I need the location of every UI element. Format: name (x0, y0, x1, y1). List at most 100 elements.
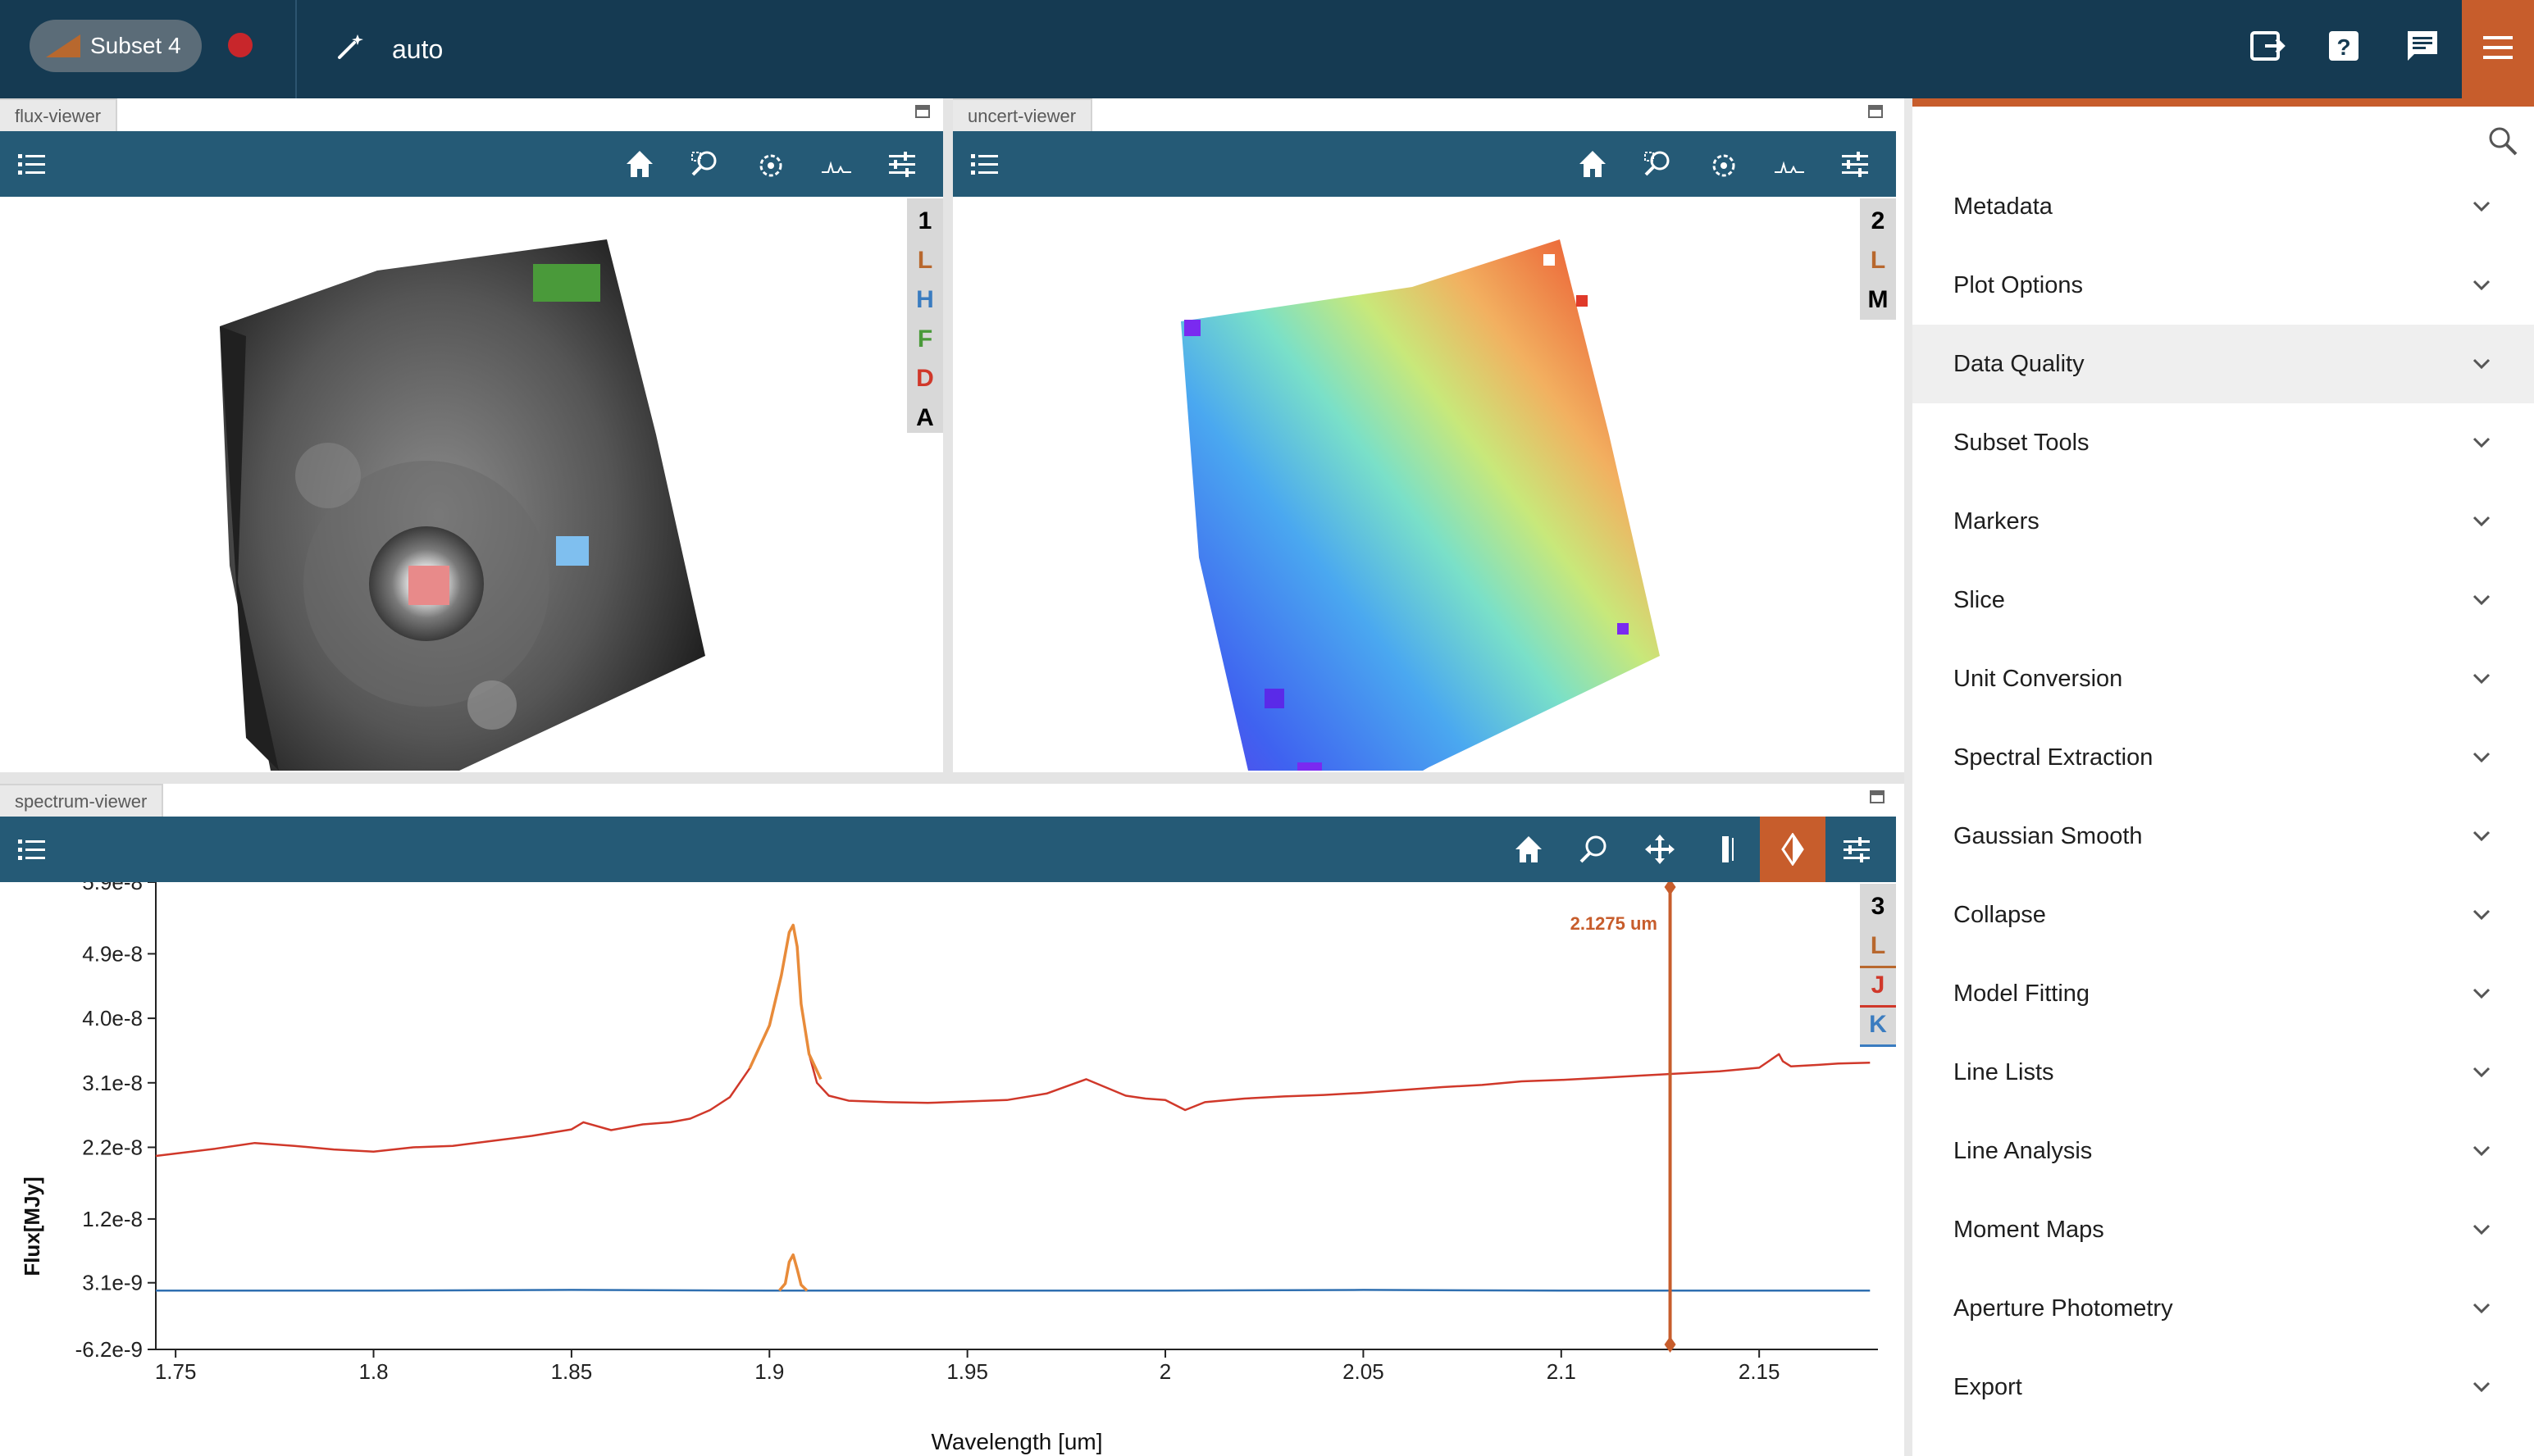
layer-legend[interactable]: 2 L M (1860, 198, 1896, 320)
tray-item[interactable]: Markers (1912, 482, 2534, 561)
marker-handle-top[interactable] (1664, 882, 1676, 895)
chevron-down-icon[interactable] (2470, 1218, 2493, 1241)
viewer-splitter[interactable] (0, 772, 1904, 784)
chevron-down-icon[interactable] (2470, 510, 2493, 533)
subset-region-f[interactable] (533, 264, 600, 302)
layer-letter[interactable]: K (1860, 1005, 1896, 1047)
maximize-icon[interactable] (1868, 105, 1883, 118)
zoom-box-icon[interactable] (689, 148, 722, 180)
home-icon[interactable] (1576, 148, 1609, 180)
feedback-icon[interactable] (2403, 26, 2442, 66)
chevron-down-icon[interactable] (2470, 1140, 2493, 1163)
layer-legend[interactable]: 3 L J K (1860, 884, 1896, 1047)
search-icon[interactable] (2486, 125, 2519, 157)
layer-letter[interactable]: F (917, 325, 933, 353)
maximize-icon[interactable] (1870, 790, 1885, 803)
chevron-down-icon[interactable] (2470, 1297, 2493, 1320)
spectrum-icon[interactable] (820, 148, 853, 180)
tray-item[interactable]: Aperture Photometry (1912, 1269, 2534, 1348)
tray-item[interactable]: Slice (1912, 561, 2534, 639)
settings-sliders-icon[interactable] (886, 148, 918, 180)
spectrum-chart[interactable]: 5.9e-8 4.9e-8 4.0e-8 3.1e-8 2.2e-8 1.2e-8 3.1e… (0, 882, 1896, 1456)
viewer-tab[interactable]: uncert-viewer (953, 98, 1093, 131)
subset-region-d[interactable] (408, 566, 449, 605)
chevron-down-icon[interactable] (2470, 1376, 2493, 1399)
viewer-tab[interactable]: spectrum-viewer (0, 784, 164, 817)
layer-letter[interactable]: M (1867, 286, 1889, 313)
pan-icon[interactable] (1643, 833, 1676, 866)
chevron-down-icon[interactable] (2470, 353, 2493, 375)
spectrum-icon[interactable] (1773, 148, 1806, 180)
export-icon[interactable] (2247, 26, 2286, 66)
chevron-down-icon[interactable] (2470, 1061, 2493, 1084)
layer-legend[interactable]: 1 L H F D A (907, 198, 943, 433)
series-line-l-uncert-subset-[interactable] (777, 1253, 809, 1292)
flux-viewer: flux-viewer (0, 98, 943, 772)
spectral-region-icon[interactable] (754, 148, 787, 180)
selection-mode[interactable]: auto (392, 34, 444, 64)
layer-letter[interactable]: A (916, 404, 934, 431)
tray-item[interactable]: Metadata (1912, 167, 2534, 246)
tray-item[interactable]: Data Quality (1912, 325, 2534, 403)
home-icon[interactable] (1512, 833, 1545, 866)
home-icon[interactable] (623, 148, 656, 180)
tray-item[interactable]: Line Analysis (1912, 1112, 2534, 1190)
chevron-down-icon[interactable] (2470, 982, 2493, 1005)
help-icon[interactable]: ? (2324, 26, 2363, 66)
settings-sliders-icon[interactable] (1839, 148, 1871, 180)
zoom-box-icon[interactable] (1642, 148, 1675, 180)
layer-letter[interactable]: L (1860, 926, 1896, 968)
layer-letter[interactable]: L (1870, 247, 1886, 274)
settings-sliders-icon[interactable] (1840, 833, 1873, 866)
record-icon[interactable] (228, 33, 253, 57)
marker-tool-button[interactable] (1760, 817, 1825, 882)
series-line-j[interactable] (155, 924, 1871, 1158)
tray-item[interactable]: Line Lists (1912, 1033, 2534, 1112)
select-range-icon[interactable] (1709, 833, 1742, 866)
layer-letter[interactable]: J (1860, 966, 1896, 1008)
series-line-l-subset-[interactable] (748, 923, 823, 1081)
layer-list-icon[interactable] (15, 833, 48, 866)
x-tick-label: 1.75 (155, 1359, 197, 1384)
tray-toggle-button[interactable] (2462, 0, 2534, 98)
tray-item[interactable]: Gaussian Smooth (1912, 797, 2534, 876)
chevron-down-icon[interactable] (2470, 667, 2493, 690)
tray-item[interactable]: Spectral Extraction (1912, 718, 2534, 797)
marker-handle-bottom[interactable] (1664, 1336, 1676, 1353)
uncert-image[interactable] (953, 197, 1860, 771)
flux-image[interactable] (0, 197, 907, 771)
tray-item[interactable]: Moment Maps (1912, 1190, 2534, 1269)
chevron-down-icon[interactable] (2470, 746, 2493, 769)
chevron-down-icon[interactable] (2470, 825, 2493, 848)
chevron-down-icon[interactable] (2470, 589, 2493, 612)
viewer-tab[interactable]: flux-viewer (0, 98, 118, 131)
viewer-toolbar (953, 131, 1896, 197)
layer-letter[interactable]: 3 (1871, 893, 1885, 920)
layer-list-icon[interactable] (968, 148, 1000, 180)
tray-item[interactable]: Subset Tools (1912, 403, 2534, 482)
maximize-icon[interactable] (915, 105, 930, 118)
layer-letter[interactable]: L (917, 247, 933, 274)
spectral-region-icon[interactable] (1707, 148, 1740, 180)
tray-item[interactable]: Model Fitting (1912, 954, 2534, 1033)
tray-item[interactable]: Unit Conversion (1912, 639, 2534, 718)
zoom-icon[interactable] (1578, 833, 1611, 866)
tray-item[interactable]: Plot Options (1912, 246, 2534, 325)
chevron-down-icon[interactable] (2470, 903, 2493, 926)
tray-item[interactable]: Export (1912, 1348, 2534, 1426)
subset-selector[interactable]: Subset 4 (30, 20, 202, 72)
chevron-down-icon[interactable] (2470, 431, 2493, 454)
layer-letter[interactable]: 2 (1871, 207, 1885, 234)
layer-letter[interactable]: D (916, 365, 934, 392)
layer-letter[interactable]: H (916, 286, 934, 313)
chevron-down-icon[interactable] (2470, 195, 2493, 218)
subset-region-h[interactable] (556, 536, 589, 566)
magic-wand-icon[interactable] (336, 31, 366, 61)
tray-item[interactable]: Collapse (1912, 876, 2534, 954)
layer-letter[interactable]: 1 (918, 207, 932, 234)
layer-list-icon[interactable] (15, 148, 48, 180)
viewer-splitter[interactable] (943, 98, 953, 772)
tray-item-label: Line Analysis (1953, 1138, 2093, 1164)
uncert-viewer: uncert-viewer (953, 98, 1896, 772)
chevron-down-icon[interactable] (2470, 274, 2493, 297)
